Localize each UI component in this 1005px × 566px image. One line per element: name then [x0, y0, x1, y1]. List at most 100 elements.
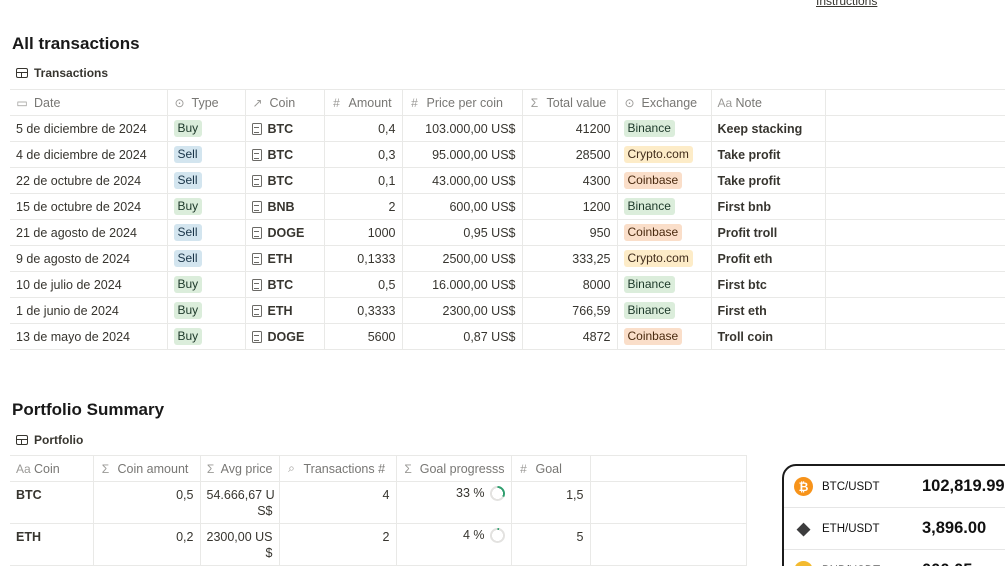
coin-link[interactable]: BTC [267, 173, 294, 188]
coin-cell[interactable]: BTC [244, 141, 325, 168]
coin-link[interactable]: BTC [267, 121, 294, 136]
column-header-note[interactable]: Aa Note [710, 89, 826, 116]
column-header-amount[interactable]: # Amount [323, 89, 403, 116]
table-row[interactable]: 4 de diciembre de 2024 Sell BTC 0,3 95.000,0… [10, 141, 1005, 168]
transactions-count-cell: 2 [278, 523, 397, 566]
relation-icon: ↗ [252, 95, 263, 110]
avg-price-cell: 2300,00 US $ [199, 523, 280, 566]
coin-cell[interactable]: BNB [244, 193, 325, 220]
coin-cell: ETH [10, 523, 94, 566]
exchange-tag: Binance [623, 276, 675, 293]
exchange-cell: Binance [616, 297, 712, 324]
table-row[interactable]: 13 de mayo de 2024 Buy DOGE 5600 0,87 US$ 487… [10, 323, 1005, 350]
table-row[interactable]: 22 de octubre de 2024 Sell BTC 0,1 43.000,00… [10, 167, 1005, 194]
price-cell: 95.000,00 US$ [401, 141, 523, 168]
total-value-cell: 766,59 [521, 297, 618, 324]
goal-cell: 1,5 [510, 481, 591, 524]
progress-ring [489, 528, 505, 544]
note-cell: Keep stacking [710, 115, 826, 142]
column-header-total-value[interactable]: Σ Total value [521, 89, 618, 116]
portfolio-header-row: Aa Coin Σ Coin amount Σ Avg price ⌕ Transaction… [10, 455, 747, 482]
column-header-coin-amount[interactable]: Σ Coin amount [92, 455, 201, 482]
column-header-coin[interactable]: ↗ Coin [244, 89, 325, 116]
empty-cell [824, 219, 1005, 246]
exchange-tag: Crypto.com [623, 250, 693, 267]
type-cell: Buy [166, 193, 246, 220]
table-icon [16, 68, 28, 78]
table-row[interactable]: BTC 0,5 54.666,67 U S$ 4 33 % 1,5 [10, 481, 747, 524]
type-tag: Buy [173, 328, 203, 345]
total-value-cell: 1200 [521, 193, 618, 220]
empty-cell [589, 523, 747, 566]
amount-cell: 1000 [323, 219, 403, 246]
type-tag: Sell [173, 224, 202, 241]
note-cell: First btc [710, 271, 826, 298]
page-icon [251, 200, 262, 213]
date-cell: 22 de octubre de 2024 [10, 167, 168, 194]
ticker-row: ◈ BNB/USDT 000.05 [784, 550, 1005, 566]
type-tag: Buy [173, 302, 203, 319]
empty-cell [824, 297, 1005, 324]
coin-cell[interactable]: DOGE [244, 323, 325, 350]
table-row[interactable]: 5 de diciembre de 2024 Buy BTC 0,4 103.000,0… [10, 115, 1005, 142]
column-header-transactions-[interactable]: ⌕ Transactions # [278, 455, 397, 482]
amount-cell: 0,3 [323, 141, 403, 168]
empty-cell [824, 271, 1005, 298]
tab-portfolio[interactable]: Portfolio [16, 433, 83, 447]
column-header-goal-progresss[interactable]: Σ Goal progresss [395, 455, 512, 482]
column-header-type[interactable]: ⊙ Type [166, 89, 246, 116]
sigma-icon: Σ [101, 461, 110, 476]
tab-portfolio-label: Portfolio [34, 433, 84, 447]
coin-cell[interactable]: BTC [244, 271, 325, 298]
ticker-price: 000.05 [922, 561, 972, 566]
coin-link[interactable]: BTC [267, 147, 294, 162]
table-row[interactable]: 15 de octubre de 2024 Buy BNB 2 600,00 US$ 12… [10, 193, 1005, 220]
total-value-cell: 41200 [521, 115, 618, 142]
transactions-count-cell: 4 [278, 481, 397, 524]
type-tag: Sell [173, 250, 202, 267]
column-header-date[interactable]: ▭ Date [10, 89, 168, 116]
table-row[interactable]: 10 de julio de 2024 Buy BTC 0,5 16.000,00 US… [10, 271, 1005, 298]
note-cell: First eth [710, 297, 826, 324]
coin-cell[interactable]: BTC [244, 167, 325, 194]
coin-link[interactable]: ETH [267, 251, 293, 266]
date-cell: 1 de junio de 2024 [10, 297, 168, 324]
coin-link[interactable]: DOGE [267, 225, 305, 240]
coin-link[interactable]: ETH [267, 303, 293, 318]
column-header-coin[interactable]: Aa Coin [10, 455, 94, 482]
type-cell: Sell [166, 141, 246, 168]
page-icon [251, 148, 262, 161]
exchange-cell: Binance [616, 271, 712, 298]
ticker-symbol: ETH/USDT [822, 522, 880, 535]
column-header-avg-price[interactable]: Σ Avg price [199, 455, 280, 482]
coin-cell[interactable]: ETH [244, 245, 325, 272]
calendar-icon: ▭ [16, 95, 28, 110]
table-icon [16, 435, 28, 445]
note-cell: Profit eth [710, 245, 826, 272]
instructions-link[interactable]: Instructions [816, 0, 878, 8]
exchange-tag: Binance [623, 302, 675, 319]
tab-transactions[interactable]: Transactions [16, 66, 108, 80]
coin-link[interactable]: BTC [267, 277, 294, 292]
date-cell: 4 de diciembre de 2024 [10, 141, 168, 168]
exchange-cell: Binance [616, 115, 712, 142]
goal-cell: 5 [510, 523, 591, 566]
total-value-cell: 28500 [521, 141, 618, 168]
table-row[interactable]: 1 de junio de 2024 Buy ETH 0,3333 2300,00 US… [10, 297, 1005, 324]
column-header-price-per-coin[interactable]: # Price per coin [401, 89, 523, 116]
coin-link[interactable]: BNB [267, 199, 295, 214]
coin-cell[interactable]: BTC [244, 115, 325, 142]
exchange-tag: Coinbase [623, 224, 683, 241]
coin-link[interactable]: DOGE [267, 329, 305, 344]
table-row[interactable]: 9 de agosto de 2024 Sell ETH 0,1333 2500,00 … [10, 245, 1005, 272]
date-cell: 9 de agosto de 2024 [10, 245, 168, 272]
column-header-exchange[interactable]: ⊙ Exchange [616, 89, 712, 116]
table-row[interactable]: 21 de agosto de 2024 Sell DOGE 1000 0,95 US$… [10, 219, 1005, 246]
transactions-table: ▭ Date ⊙ Type ↗ Coin # Amount # Price per coin Σ To… [10, 89, 1005, 350]
table-row[interactable]: ETH 0,2 2300,00 US $2 4 % 5 [10, 523, 747, 566]
column-header-goal[interactable]: # Goal [510, 455, 591, 482]
amount-cell: 0,1 [323, 167, 403, 194]
progress-ring [489, 486, 505, 502]
coin-cell[interactable]: DOGE [244, 219, 325, 246]
coin-cell[interactable]: ETH [244, 297, 325, 324]
